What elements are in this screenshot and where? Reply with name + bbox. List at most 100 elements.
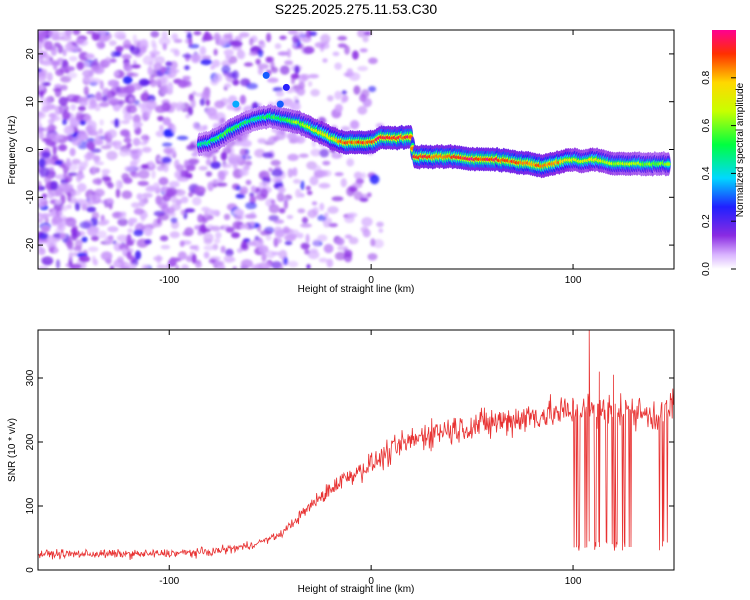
spectrogram-noise-blob [91, 255, 96, 264]
spectrogram-noise-blob [298, 43, 304, 50]
spectrogram-noise-blob [254, 235, 260, 241]
spectrogram-noise-blob [144, 239, 152, 245]
spectrogram-ridge-cell [665, 162, 671, 166]
spectrogram-noise-blob [123, 137, 132, 143]
spectrogram-noise-blob [296, 232, 304, 239]
spectrogram-noise-blob [86, 54, 95, 59]
spectrogram-noise-blob [133, 208, 145, 215]
spectrogram-noise-blob [156, 218, 161, 225]
spectrogram-noise-blob [301, 216, 309, 224]
spectrogram-noise-blob [363, 31, 372, 36]
spectrogram-noise-blob [159, 235, 169, 242]
spectrogram-noise-blob [323, 243, 334, 254]
spectrogram-noise-blob [284, 240, 293, 246]
spectrogram-noise-blob [296, 87, 306, 96]
colorbar-ticks: 0.0 0.2 0.4 0.6 0.8 [701, 70, 736, 276]
spectrogram-noise-blob [246, 82, 258, 90]
spectrogram-noise-blob [327, 206, 339, 214]
spectrogram-noise-blob [312, 238, 320, 247]
spectrogram-noise-blob [41, 225, 51, 233]
spectrogram-noise-blob [213, 32, 221, 42]
spectrogram-noise-blob [156, 264, 167, 269]
spectrogram-noise-blob [372, 239, 384, 249]
spectrogram-noise-blob [255, 193, 268, 201]
spectrogram-noise-blob [54, 199, 62, 204]
spectrogram-noise-blob [300, 180, 305, 191]
spectrogram-noise-blob [263, 263, 269, 269]
spectrogram-noise-blob [52, 241, 57, 247]
spectrogram-noise-blob [94, 161, 105, 166]
spectrogram-noise-blob [44, 174, 52, 184]
spectrogram-noise-blob [307, 250, 320, 260]
spectrogram-noise-blob [250, 185, 256, 193]
spectrogram-noise-blob [270, 66, 279, 74]
spectrogram-noise-blob [307, 209, 318, 219]
spectrogram-noise-blob [107, 226, 119, 233]
spectrogram-noise-blob [41, 59, 52, 67]
spectrogram-noise-blob [300, 73, 310, 81]
spectrogram-noise-blob [337, 43, 347, 48]
spectrogram-noise-blob [79, 221, 92, 229]
spectrogram-noise-blob [120, 129, 130, 137]
spectrogram-noise-blob [271, 168, 284, 177]
spectrogram-noise-blob [283, 199, 289, 210]
spectrogram-noise-blob [121, 190, 133, 199]
spectrogram-noise-blob [240, 259, 253, 269]
spectrogram-noise-blob [119, 213, 127, 220]
spectrogram-noise [38, 30, 384, 269]
spectrogram-noise-blob [368, 57, 378, 65]
spectrogram-noise-blob [185, 113, 190, 119]
spectrogram-noise-blob [257, 63, 269, 70]
spectrogram-noise-blob [239, 224, 249, 230]
spectrogram-noise-blob [107, 235, 114, 241]
spectrogram-noise-blob [124, 165, 135, 173]
spectrogram-noise-blob [67, 172, 78, 177]
spectrogram-noise-blob [144, 227, 153, 237]
spectrogram-noise-blob [337, 245, 349, 251]
spectrogram-noise-blob [63, 66, 75, 72]
spectrogram-noise-blob [352, 50, 359, 60]
spectrogram-noise-blob [181, 264, 189, 269]
spectrogram-noise-blob [71, 137, 82, 146]
spectrogram-noise-blob [135, 224, 141, 230]
spectrogram-noise-blob [298, 153, 309, 158]
spectrogram-noise-blob [319, 202, 325, 211]
spectrogram-noise-blob [221, 65, 231, 74]
spectrogram-noise-blob [174, 189, 186, 197]
spectrogram-noise-blob [287, 30, 298, 35]
spectrogram-noise-blob [175, 164, 185, 172]
spectrogram-noise-blob [150, 30, 160, 38]
spectrogram-noise-blob [300, 223, 312, 228]
spectrogram-noise-blob [182, 75, 191, 80]
spectrogram-noise-blob [38, 197, 46, 202]
spectrogram-noise-blob [203, 232, 214, 243]
spectrogram-noise-blob [116, 234, 128, 242]
spectrogram-noise-blob [223, 33, 232, 38]
spectrogram-noise-blob [56, 221, 66, 232]
spectrogram-noise-blob [38, 240, 43, 249]
spectrogram-noise-blob [76, 198, 84, 204]
spectrogram-noise-blob [38, 76, 46, 84]
spectrogram-noise-blob [239, 32, 250, 38]
spectrogram-noise-blob [251, 102, 259, 109]
spectrogram-noise-blob [126, 240, 134, 246]
spectrogram-noise-blob [257, 67, 264, 75]
spectrogram-noise-blob [217, 38, 227, 46]
spectrogram-noise-blob [184, 208, 196, 213]
spectrogram-noise-blob [235, 193, 245, 199]
spectrogram-noise-blob [141, 192, 153, 198]
spectrogram-noise-blob [93, 139, 104, 146]
spectrogram-noise-blob [123, 62, 131, 71]
spectrogram-noise-blob [223, 49, 234, 57]
spectrogram-noise-blob [139, 39, 149, 48]
spectrogram-noise-blob [38, 117, 41, 124]
spectrogram-noise-blob [277, 186, 286, 194]
spectrogram-noise-blob [252, 237, 264, 248]
spectrogram-noise-blob [54, 160, 63, 166]
spectrogram-noise-blob [132, 137, 141, 147]
spectrogram-noise-blob [189, 245, 198, 250]
spectrogram-noise-blob [334, 103, 343, 113]
spectrogram-noise-blob [207, 181, 214, 192]
spectrogram-noise-blob [248, 51, 258, 56]
spectrogram-noise-blob [125, 72, 135, 76]
